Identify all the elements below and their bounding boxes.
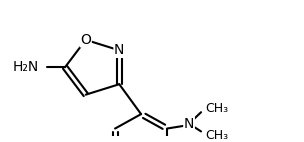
Text: N: N xyxy=(114,43,124,57)
Text: N: N xyxy=(184,117,194,131)
Text: CH₃: CH₃ xyxy=(205,129,228,142)
Text: CH₃: CH₃ xyxy=(205,102,228,115)
Text: H₂N: H₂N xyxy=(13,60,39,74)
Text: O: O xyxy=(80,33,91,47)
